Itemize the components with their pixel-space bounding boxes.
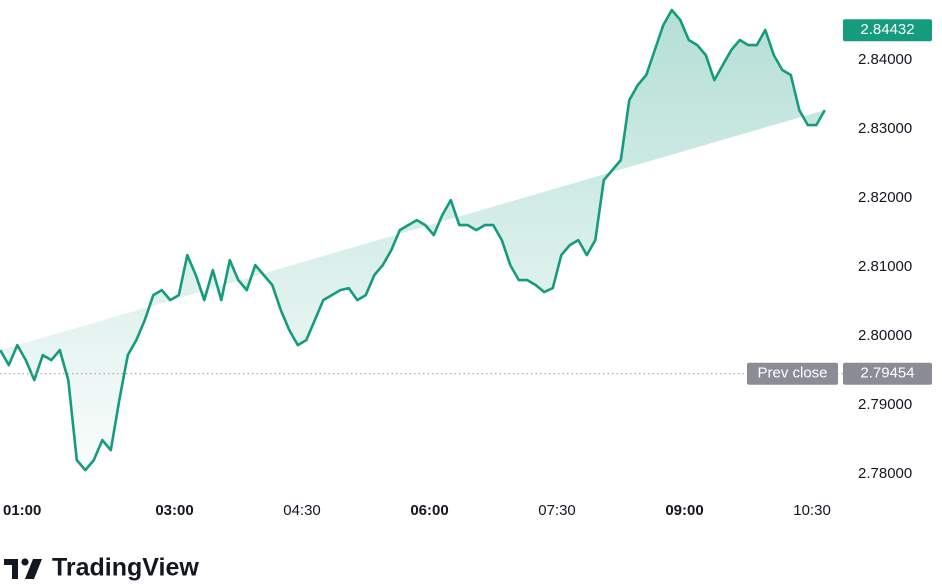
x-tick-label: 03:00	[155, 502, 193, 519]
prev-close-name: Prev close	[757, 365, 827, 382]
last-price-tag	[843, 19, 932, 42]
price-line	[0, 8, 826, 472]
y-tick-label: 2.79000	[858, 396, 912, 413]
y-tick-label: 2.82000	[858, 189, 912, 206]
x-tick-label: 10:30	[793, 502, 831, 519]
last-price: 2.84432	[860, 21, 914, 38]
x-tick-label: 09:00	[665, 502, 703, 519]
y-tick-label: 2.83000	[858, 120, 912, 137]
logo-icon	[25, 559, 42, 579]
x-tick-label: 04:30	[283, 502, 321, 519]
brand-logo: TradingView	[4, 554, 199, 582]
x-tick-label: 06:00	[410, 502, 448, 519]
y-tick-label: 2.80000	[858, 327, 912, 344]
x-tick-label: 01:00	[3, 502, 41, 519]
brand-name: TradingView	[52, 554, 199, 582]
logo-icon	[21, 558, 29, 566]
prev-close-tag	[747, 362, 838, 385]
y-tick-label: 2.81000	[858, 258, 912, 275]
area-fill	[0, 10, 825, 471]
y-tick-label: 2.84000	[858, 51, 912, 68]
prev-close-price-tag	[843, 362, 932, 385]
logo-icon	[4, 559, 18, 579]
prev-close-price: 2.79454	[860, 365, 914, 382]
x-tick-label: 07:30	[538, 502, 576, 519]
y-tick-label: 2.78000	[858, 465, 912, 482]
